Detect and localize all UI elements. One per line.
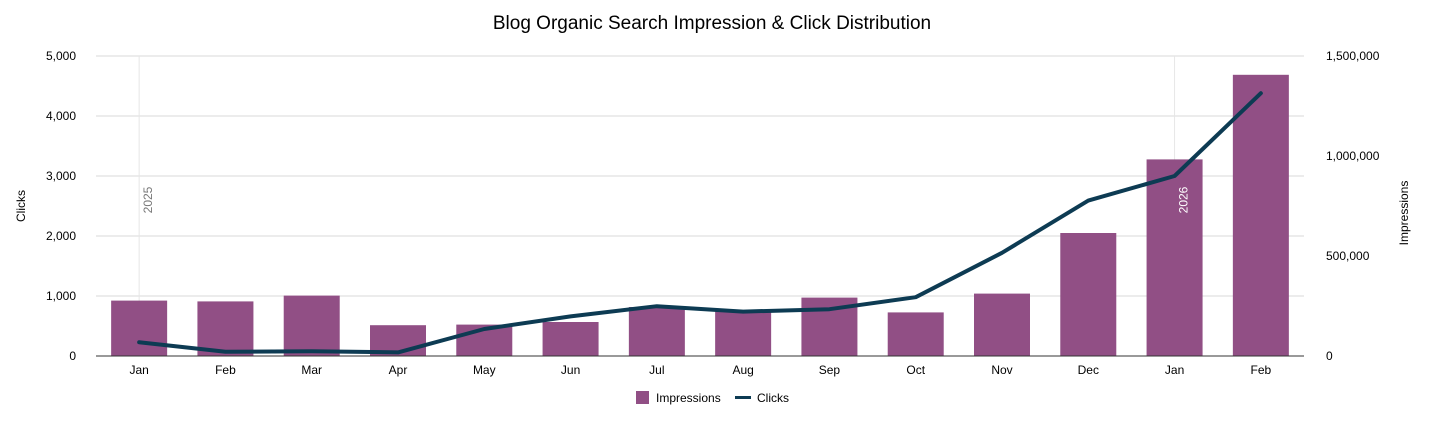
chart-title: Blog Organic Search Impression & Click D… [493,13,931,34]
impressions-bar [1060,233,1117,356]
x-tick-label: Sep [819,363,841,377]
x-tick-label: Mar [301,363,322,377]
legend: Impressions Clicks [636,391,789,405]
impressions-bars [111,74,1289,357]
year-label: 2025 [141,186,155,213]
legend-impressions-label: Impressions [656,391,721,405]
x-axis-ticks: Jan Feb Mar Apr May Jun Jul Aug Sep Oct Nov Dec Jan F… [129,363,1271,377]
right-tick-label: 1,500,000 [1326,49,1380,63]
left-tick-label: 0 [69,349,76,363]
clicks-line-series [137,91,1263,355]
legend-clicks-label: Clicks [757,391,789,405]
x-tick-label: Jan [129,363,148,377]
x-tick-label: Apr [389,363,408,377]
gridlines [96,55,1304,297]
right-tick-label: 500,000 [1326,249,1370,263]
impressions-bar [715,310,772,356]
right-tick-label: 0 [1326,349,1333,363]
x-tick-label: Jul [649,363,664,377]
x-tick-label: Jun [561,363,580,377]
left-axis-ticks: 0 1,000 2,000 3,000 4,000 5,000 [46,49,76,363]
impressions-bar [887,312,944,356]
x-tick-label: Feb [1251,363,1272,377]
x-tick-label: Aug [732,363,753,377]
left-tick-label: 4,000 [46,109,76,123]
impressions-bar [197,301,254,356]
clicks-line [137,91,1263,355]
year-labels: 2025 2026 [141,186,1190,213]
impressions-bar [111,300,168,356]
legend-impressions-swatch [636,391,649,404]
left-tick-label: 5,000 [46,49,76,63]
left-tick-label: 2,000 [46,229,76,243]
x-tick-label: May [473,363,496,377]
impressions-bar [542,322,599,356]
right-tick-label: 1,000,000 [1326,149,1380,163]
right-axis-ticks: 0 500,000 1,000,000 1,500,000 [1326,49,1380,363]
impressions-bar [1232,74,1289,357]
x-tick-label: Dec [1078,363,1099,377]
impressions-bar [1146,159,1203,356]
x-tick-label: Nov [991,363,1012,377]
left-tick-label: 3,000 [46,169,76,183]
impressions-bar [974,293,1030,356]
impressions-bar [283,295,340,356]
x-tick-label: Jan [1165,363,1184,377]
x-tick-label: Feb [215,363,236,377]
impressions-bar [628,307,685,356]
year-label: 2026 [1177,186,1191,213]
left-axis-title: Clicks [14,190,28,222]
right-axis-title: Impressions [1397,181,1411,246]
x-tick-label: Oct [906,363,925,377]
left-tick-label: 1,000 [46,289,76,303]
